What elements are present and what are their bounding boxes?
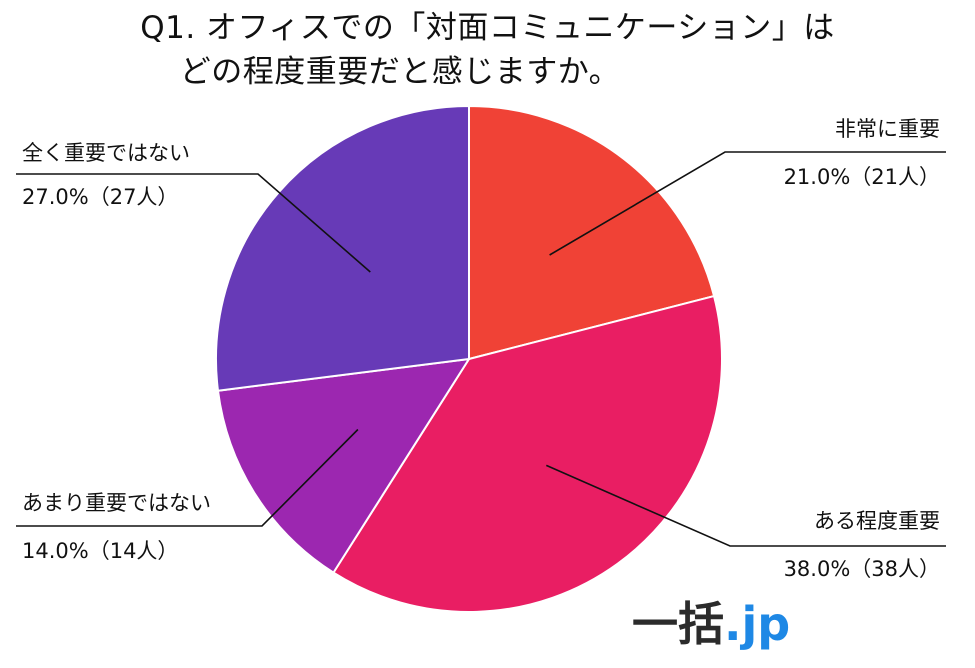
leader-line-not-important-at-all bbox=[16, 173, 371, 273]
pie-slice-somewhat-important bbox=[332, 294, 723, 613]
chart-title: Q1. オフィスでの「対面コミュニケーション」は どの程度重要だと感じますか。 bbox=[0, 6, 975, 94]
leader-line-not-very-important bbox=[16, 428, 359, 527]
slice-label-not-very-important: あまり重要ではない bbox=[22, 491, 211, 515]
brand-logo-domain: .jp bbox=[724, 597, 791, 651]
slice-value-not-very-important: 14.0%（14人） bbox=[22, 539, 178, 563]
brand-logo: 一括.jp bbox=[632, 594, 790, 654]
slice-value-not-important-at-all: 27.0%（27人） bbox=[22, 185, 178, 209]
chart-title-line2: どの程度重要だと感じますか。 bbox=[179, 54, 621, 90]
slice-label-very-important: 非常に重要 bbox=[835, 117, 940, 141]
leader-lines bbox=[16, 151, 946, 547]
pie-slice-very-important bbox=[468, 104, 716, 361]
brand-logo-kanji: 一括 bbox=[632, 597, 724, 651]
slice-value-somewhat-important: 38.0%（38人） bbox=[784, 557, 940, 581]
pie-slice-not-very-important bbox=[216, 357, 471, 574]
leader-line-very-important bbox=[549, 151, 946, 256]
leader-line-somewhat-important bbox=[545, 464, 946, 547]
slice-label-somewhat-important: ある程度重要 bbox=[814, 509, 940, 533]
slice-value-very-important: 21.0%（21人） bbox=[784, 165, 940, 189]
slice-label-not-important-at-all: 全く重要ではない bbox=[22, 141, 190, 165]
chart-title-line1: Q1. オフィスでの「対面コミュニケーション」は bbox=[140, 10, 835, 46]
pie-slices bbox=[215, 104, 723, 613]
